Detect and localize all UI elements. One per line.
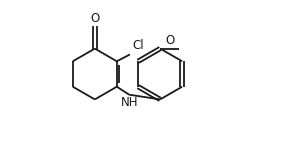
Text: Cl: Cl — [133, 39, 144, 52]
Text: O: O — [165, 34, 175, 47]
Text: O: O — [90, 12, 99, 25]
Text: NH: NH — [121, 96, 139, 109]
